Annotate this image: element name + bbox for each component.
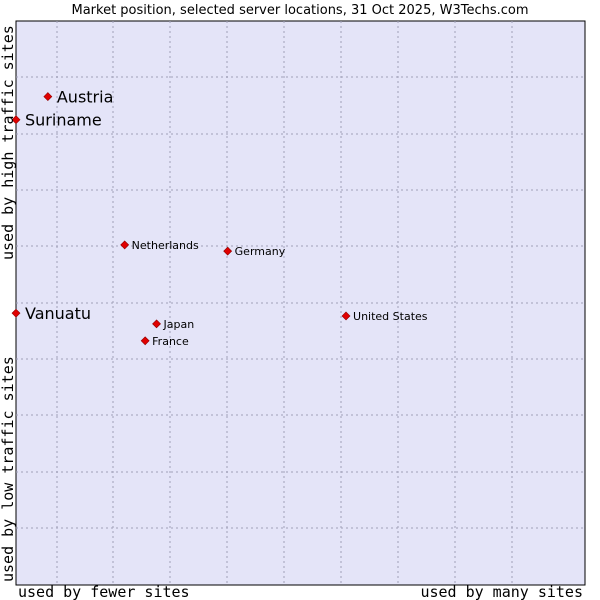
plot-area — [15, 20, 586, 586]
point-marker-united-states — [341, 311, 351, 321]
point-label-japan: Japan — [163, 318, 195, 331]
y-axis-label-top: used by high traffic sites — [0, 25, 17, 260]
point-marker-netherlands — [120, 240, 130, 250]
point-label-suriname: Suriname — [25, 111, 102, 130]
x-axis-label-right: used by many sites — [420, 583, 583, 600]
point-marker-suriname — [11, 115, 21, 125]
point-marker-france — [140, 336, 150, 346]
data-points: Austria Suriname Netherlands Germany Vanuatu… — [11, 88, 428, 348]
point-label-vanuatu: Vanuatu — [25, 304, 91, 323]
point-marker-germany — [223, 246, 233, 256]
y-axis-label-bottom: used by low traffic sites — [0, 356, 17, 582]
point-label-austria: Austria — [57, 88, 114, 107]
point-marker-japan — [152, 319, 161, 329]
point-marker-austria — [43, 92, 53, 102]
point-label-france: France — [152, 335, 189, 348]
point-marker-vanuatu — [11, 308, 21, 318]
point-label-netherlands: Netherlands — [132, 239, 199, 252]
grid-lines — [16, 21, 585, 585]
point-label-united-states: United States — [353, 310, 428, 323]
chart-title: Market position, selected server locatio… — [71, 3, 528, 18]
x-axis-label-left: used by fewer sites — [18, 583, 190, 600]
point-label-germany: Germany — [235, 245, 286, 258]
